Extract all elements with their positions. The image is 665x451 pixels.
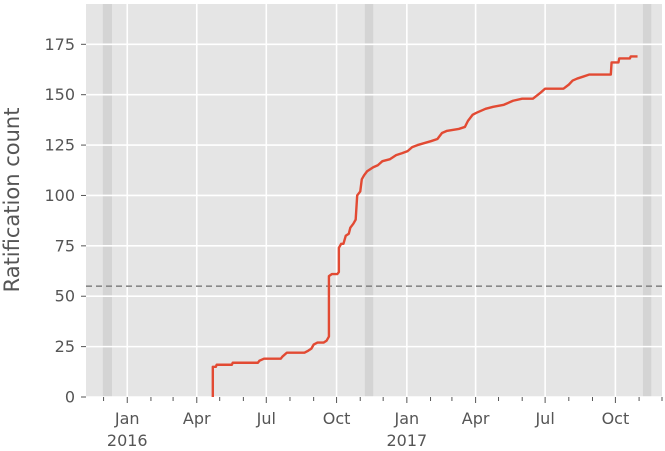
x-tick-label: Apr [462,409,490,428]
y-tick-label: 50 [55,287,75,306]
y-tick-label: 100 [44,186,75,205]
series-line-0 [211,55,638,397]
grid-layer [86,4,662,398]
y-axis-label: Ratification count [0,108,24,293]
x-tick-year-label: 2016 [107,431,148,450]
x-tick-label: Jan [394,409,420,428]
y-tick-label: 175 [44,35,75,54]
x-tick-label: Jan [114,409,140,428]
x-tick-label: Apr [183,409,211,428]
series-layer [211,55,638,397]
bands-layer [102,4,652,397]
x-tick-label: Jul [256,409,276,428]
x-tick-label: Jul [534,409,554,428]
x-tick-label: Oct [323,409,351,428]
plot-background [86,4,662,397]
y-tick-label: 25 [55,337,75,356]
ticks-layer: 0 25 50 75 100 125 150 175 Jan 2016 Apr Jul Oct Jan 20… [44,35,663,450]
y-tick-label: 150 [44,85,75,104]
x-tick-label: Oct [602,409,630,428]
y-tick-label: 0 [65,388,75,407]
highlight-band-2 [642,4,652,397]
y-tick-label: 75 [55,236,75,255]
y-tick-label: 125 [44,136,75,155]
x-tick-year-label: 2017 [386,431,427,450]
highlight-band-1 [364,4,374,397]
highlight-band-0 [102,4,112,397]
